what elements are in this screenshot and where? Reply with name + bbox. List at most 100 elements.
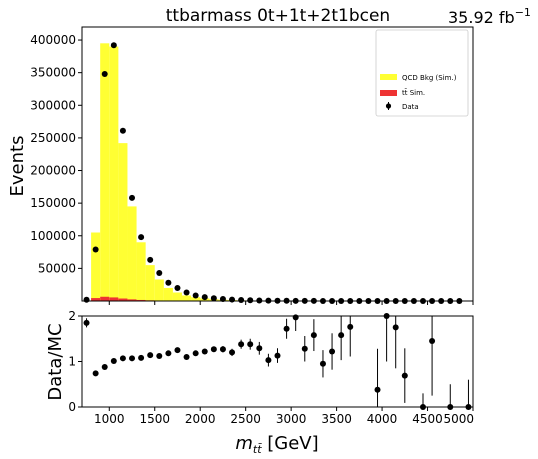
x-axis-title-var: m xyxy=(235,433,253,454)
ratio-point xyxy=(292,314,299,321)
data-point xyxy=(156,269,163,276)
y-tick-label-bottom: 2 xyxy=(68,309,76,323)
ratio-points xyxy=(83,313,472,410)
data-point xyxy=(183,289,190,296)
ttbar-bar xyxy=(91,298,101,301)
ratio-point xyxy=(219,346,226,353)
legend-marker-data xyxy=(385,103,392,109)
ratio-point xyxy=(165,350,172,357)
x-axis-title-unit: [GeV] xyxy=(262,433,319,454)
ttbar-bar xyxy=(136,299,146,301)
ratio-point xyxy=(301,345,308,352)
x-axis-title: mtt̄ [GeV] xyxy=(235,433,318,456)
ratio-point xyxy=(183,353,190,360)
ratio-point xyxy=(374,386,381,393)
data-point xyxy=(229,296,236,303)
qcd-bar xyxy=(154,279,164,301)
ttbar-bar xyxy=(118,298,128,301)
ratio-point xyxy=(119,355,126,362)
qcd-bar xyxy=(100,43,110,302)
qcd-bar xyxy=(191,297,201,301)
y-tick-label-top: 50000 xyxy=(38,261,76,275)
y-tick-label-top: 300000 xyxy=(30,98,76,112)
ratio-point xyxy=(338,332,345,339)
x-tick-label: 2000 xyxy=(185,412,216,426)
ratio-point xyxy=(229,349,236,356)
legend-label-ttbar: tt̄ Sim. xyxy=(402,88,425,97)
lumi-exponent: −1 xyxy=(515,6,531,19)
ratio-point xyxy=(392,324,399,331)
qcd-bar xyxy=(118,143,128,301)
ttbar-bar xyxy=(100,296,110,301)
ratio-point xyxy=(138,354,145,361)
ratio-point xyxy=(319,360,326,367)
ratio-point xyxy=(201,348,208,355)
y-tick-label-top: 100000 xyxy=(30,229,76,243)
data-point xyxy=(192,292,199,299)
x-tick-label: 4000 xyxy=(367,412,398,426)
data-point xyxy=(138,234,145,241)
x-tick-label: 3000 xyxy=(276,412,307,426)
ratio-point xyxy=(347,323,354,330)
ratio-point xyxy=(174,347,181,354)
ratio-point xyxy=(192,350,199,357)
ratio-point xyxy=(101,363,108,370)
ratio-point xyxy=(156,353,163,360)
ttbar-bar xyxy=(127,299,137,301)
x-axis-title-sub: tt̄ xyxy=(253,443,263,456)
ratio-point xyxy=(92,370,99,377)
data-point xyxy=(238,296,245,303)
ratio-point xyxy=(256,345,263,352)
data-point xyxy=(110,42,117,49)
legend-swatch-qcd xyxy=(380,74,397,80)
bottom-y-axis: 0 1 2 xyxy=(68,309,82,414)
data-point xyxy=(247,297,254,304)
ratio-point xyxy=(429,338,436,345)
lumi-value: 35.92 fb xyxy=(448,8,515,27)
ratio-point xyxy=(238,341,245,348)
y-axis-title-bottom: Data/MC xyxy=(45,323,66,400)
data-point xyxy=(256,297,263,304)
top-panel-frame xyxy=(81,26,474,302)
top-y-axis: 50000 100000 150000 200000 250000 300000 35000… xyxy=(30,33,82,275)
x-tick-label: 2500 xyxy=(230,412,261,426)
y-tick-label-bottom: 1 xyxy=(68,355,76,369)
data-point xyxy=(101,70,108,77)
legend-label-data: Data xyxy=(402,103,419,111)
qcd-bar xyxy=(172,292,183,301)
legend: QCD Bkg (Sim.) tt̄ Sim. Data xyxy=(375,29,469,117)
qcd-bar xyxy=(127,206,137,301)
lumi-label: 35.92 fb−1 xyxy=(448,6,531,27)
y-tick-label-top: 400000 xyxy=(30,33,76,47)
qcd-bar xyxy=(163,287,173,301)
y-tick-label-top: 250000 xyxy=(30,131,76,145)
data-point xyxy=(165,279,172,286)
qcd-bar xyxy=(145,265,155,301)
ratio-point xyxy=(110,358,117,365)
qcd-bar xyxy=(91,232,101,301)
ratio-point xyxy=(329,348,336,355)
ratio-point xyxy=(310,332,317,339)
ratio-point xyxy=(210,346,217,353)
data-point xyxy=(210,295,217,302)
y-tick-label-bottom: 0 xyxy=(68,400,76,414)
data-point xyxy=(119,127,126,134)
x-axis: 1000 1500 2000 2500 3000 3500 4000 4500 5000 xyxy=(94,301,474,426)
qcd-bar xyxy=(136,242,146,301)
x-tick-label: 1500 xyxy=(139,412,170,426)
ratio-point xyxy=(265,357,272,364)
ratio-point xyxy=(274,352,281,359)
data-point xyxy=(129,194,136,201)
ratio-point xyxy=(283,325,290,332)
legend-swatch-ttbar xyxy=(380,90,397,96)
ratio-point xyxy=(83,319,90,326)
x-tick-label: 1000 xyxy=(94,412,125,426)
x-tick-label: 5000 xyxy=(443,412,474,426)
data-point xyxy=(83,296,90,303)
x-tick-label: 4500 xyxy=(412,412,443,426)
y-tick-label-top: 350000 xyxy=(30,66,76,80)
qcd-bar xyxy=(182,295,192,301)
data-point xyxy=(219,295,226,302)
y-tick-label-top: 150000 xyxy=(30,196,76,210)
